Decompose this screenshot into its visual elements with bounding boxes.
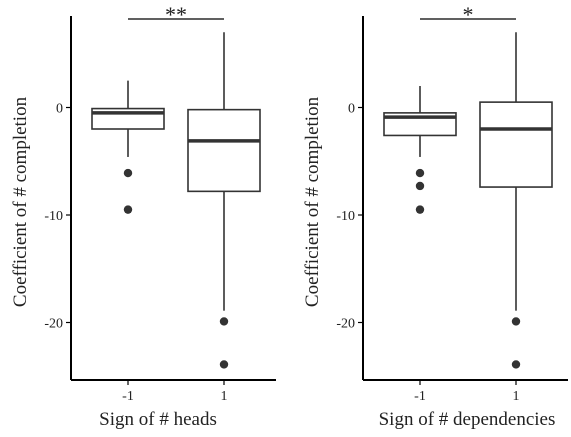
panel1-box-1-outlier xyxy=(219,317,229,326)
panel1-ytick-label: -10 xyxy=(44,209,63,224)
panel1-ytick-label: 0 xyxy=(56,102,63,117)
panel2-xtick-label: -1 xyxy=(414,389,426,404)
panel2-box-0-outlier xyxy=(415,168,425,178)
panel2-ytick-label: -20 xyxy=(336,317,355,332)
panel1-ytick-label: -20 xyxy=(44,317,63,332)
panel2-box-1-outlier xyxy=(511,317,521,326)
panel1-y-axis-title: Coefficient of # completion xyxy=(10,96,31,307)
panel1-x-axis-title: Sign of # heads xyxy=(99,409,217,430)
panel2-x-axis-title: Sign of # dependencies xyxy=(379,409,556,430)
panel2-significance-label: * xyxy=(463,2,474,27)
panel1-box-1-outlier xyxy=(219,360,229,369)
panel2-box-1-iqr xyxy=(479,101,553,188)
panel2-xtick-label: 1 xyxy=(513,389,520,404)
panel1-box-0-outlier xyxy=(123,205,133,214)
panel2-box-0-outlier xyxy=(415,205,425,214)
panel2-ytick-label: 0 xyxy=(348,102,355,117)
panel2-box-1-outlier xyxy=(511,360,521,369)
panel2-box-0-outlier xyxy=(415,181,425,191)
panel1-box-1-iqr xyxy=(187,108,261,193)
panel2-ytick-label: -10 xyxy=(336,209,355,224)
panel2-y-axis-title: Coefficient of # completion xyxy=(302,96,323,307)
panel1-significance-label: ** xyxy=(165,2,187,27)
panel1-box-0-outlier xyxy=(123,168,133,178)
panel1-xtick-label: -1 xyxy=(122,389,134,404)
panel1-xtick-label: 1 xyxy=(221,389,228,404)
